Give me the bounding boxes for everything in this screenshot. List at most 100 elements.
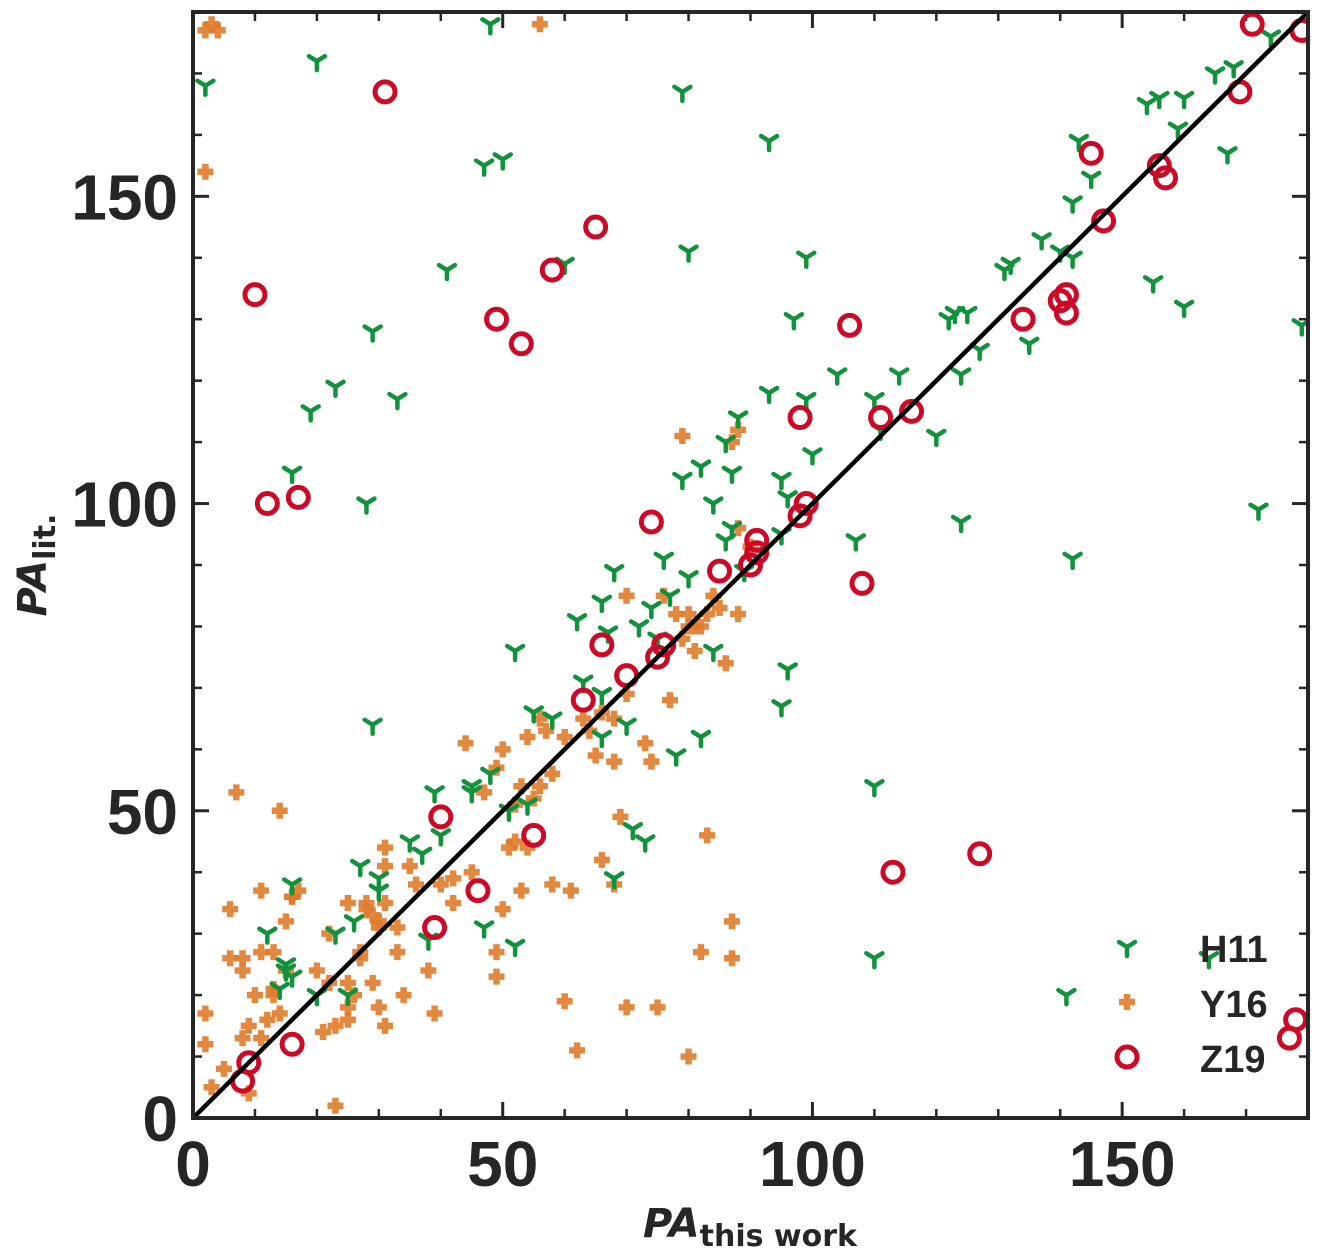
point-h11 bbox=[480, 17, 501, 36]
point-h11 bbox=[864, 391, 885, 411]
point-h11 bbox=[622, 821, 644, 841]
point-y16 bbox=[618, 999, 635, 1016]
point-y16 bbox=[488, 944, 505, 961]
point-h11 bbox=[300, 404, 321, 423]
point-y16 bbox=[271, 1005, 288, 1022]
point-h11 bbox=[566, 613, 588, 632]
point-z19 bbox=[744, 540, 770, 566]
legend-item-y16: Y16 bbox=[1119, 984, 1268, 1026]
point-z19 bbox=[899, 398, 925, 424]
point-h11 bbox=[758, 385, 780, 405]
point-h11 bbox=[703, 643, 724, 663]
legend-marker bbox=[1114, 1044, 1140, 1070]
series-h11 bbox=[195, 17, 1308, 1007]
point-y16 bbox=[575, 710, 592, 727]
point-z19 bbox=[793, 491, 819, 517]
point-h11 bbox=[480, 766, 501, 786]
point-y16 bbox=[315, 1023, 332, 1040]
point-h11 bbox=[777, 662, 798, 681]
point-h11 bbox=[337, 987, 359, 1007]
point-h11 bbox=[845, 533, 867, 552]
y-axis-label: PAlit. bbox=[10, 514, 63, 617]
point-y16 bbox=[339, 894, 356, 911]
point-y16 bbox=[308, 962, 325, 979]
point-h11 bbox=[665, 748, 687, 767]
point-z19 bbox=[539, 257, 565, 283]
plot-frame bbox=[191, 10, 1310, 1120]
point-h11 bbox=[1062, 195, 1083, 214]
point-y16 bbox=[463, 864, 480, 881]
point-y16 bbox=[692, 618, 709, 635]
point-z19 bbox=[1047, 288, 1073, 314]
point-h11 bbox=[721, 465, 743, 485]
point-h11 bbox=[399, 834, 421, 853]
point-h11 bbox=[616, 717, 637, 737]
point-z19 bbox=[787, 405, 813, 431]
point-z19 bbox=[744, 527, 770, 553]
point-y16 bbox=[215, 1060, 232, 1077]
point-y16 bbox=[674, 427, 691, 444]
point-h11 bbox=[864, 778, 885, 798]
point-y16 bbox=[593, 851, 610, 868]
point-y16 bbox=[544, 876, 561, 893]
point-h11 bbox=[950, 367, 972, 386]
point-y16 bbox=[723, 950, 740, 967]
point-h11 bbox=[461, 785, 482, 804]
point-h11 bbox=[771, 699, 792, 718]
point-y16 bbox=[445, 870, 462, 887]
point-y16 bbox=[420, 962, 437, 979]
point-h11 bbox=[653, 551, 675, 571]
point-z19 bbox=[651, 632, 677, 658]
point-z19 bbox=[508, 331, 534, 357]
point-y16 bbox=[339, 974, 356, 991]
point-h11 bbox=[368, 883, 390, 902]
x-tick-label: 150 bbox=[1069, 1128, 1176, 1200]
point-y16 bbox=[197, 1005, 214, 1022]
point-y16 bbox=[692, 944, 709, 961]
point-h11 bbox=[281, 465, 303, 485]
point-y16 bbox=[531, 16, 548, 33]
point-z19 bbox=[738, 552, 763, 578]
point-h11 bbox=[1291, 318, 1308, 337]
point-z19 bbox=[1239, 12, 1265, 37]
point-z19 bbox=[570, 687, 596, 713]
point-h11 bbox=[1149, 90, 1170, 110]
point-h11 bbox=[1031, 232, 1052, 251]
point-h11 bbox=[1167, 121, 1189, 140]
point-h11 bbox=[504, 643, 526, 663]
point-h11 bbox=[424, 785, 445, 804]
point-y16 bbox=[389, 944, 406, 961]
point-y16 bbox=[426, 1005, 443, 1022]
point-y16 bbox=[389, 919, 406, 936]
point-y16 bbox=[711, 600, 728, 617]
point-h11 bbox=[1080, 170, 1102, 190]
point-h11 bbox=[523, 705, 544, 724]
point-h11 bbox=[368, 871, 390, 890]
point-y16 bbox=[364, 974, 381, 991]
point-h11 bbox=[542, 711, 563, 730]
legend-item-h11: H11 bbox=[1116, 929, 1268, 971]
point-h11 bbox=[356, 496, 377, 515]
point-y16 bbox=[569, 1042, 586, 1059]
point-y16 bbox=[606, 753, 623, 770]
point-y16 bbox=[327, 1097, 344, 1114]
point-z19 bbox=[521, 822, 547, 848]
point-h11 bbox=[659, 588, 681, 607]
point-y16 bbox=[494, 741, 511, 758]
point-h11 bbox=[591, 594, 613, 614]
point-h11 bbox=[678, 570, 699, 589]
point-z19 bbox=[484, 306, 510, 332]
legend-item-z19: Z19 bbox=[1114, 1039, 1265, 1081]
point-h11 bbox=[591, 729, 613, 749]
point-z19 bbox=[1146, 153, 1172, 179]
x-tick-label: 100 bbox=[759, 1128, 866, 1200]
point-h11 bbox=[325, 926, 346, 945]
point-h11 bbox=[758, 133, 780, 153]
point-z19 bbox=[254, 491, 280, 517]
point-h11 bbox=[603, 563, 625, 583]
point-h11 bbox=[888, 367, 910, 386]
point-h11 bbox=[771, 471, 792, 491]
point-y16 bbox=[377, 858, 394, 875]
point-z19 bbox=[1053, 300, 1079, 326]
